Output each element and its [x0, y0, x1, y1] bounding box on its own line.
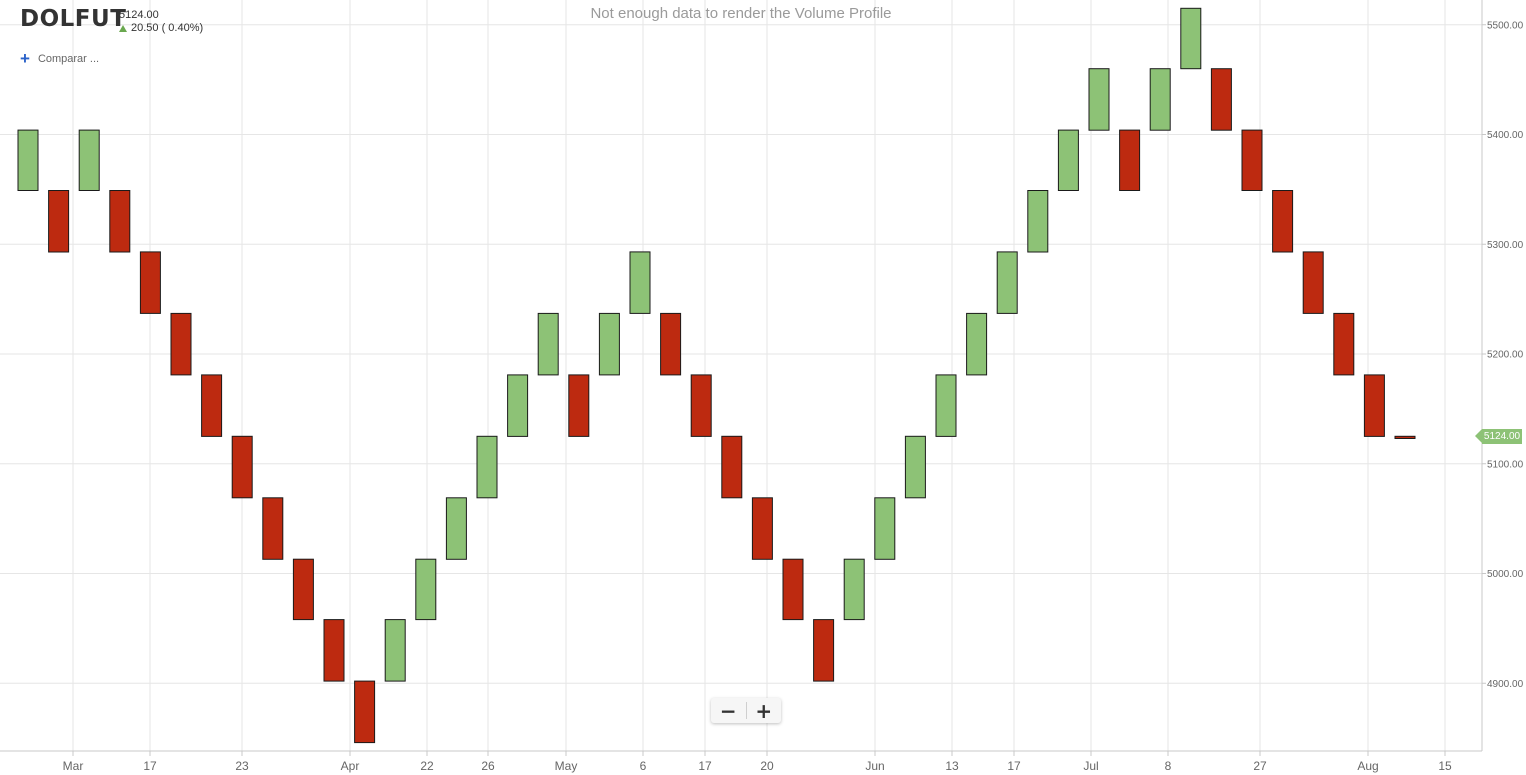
x-tick-label: Apr: [341, 759, 360, 773]
x-tick-label: 22: [420, 759, 434, 773]
last-price: 5124.00: [119, 9, 159, 21]
plus-icon: +: [20, 49, 30, 68]
x-tick-label: 15: [1438, 759, 1452, 773]
x-tick-label: Aug: [1357, 759, 1378, 773]
renko-brick-up: [935, 374, 957, 437]
x-tick-label: Jun: [865, 759, 884, 773]
x-tick-label: Jul: [1083, 759, 1098, 773]
x-tick-label: 8: [1165, 759, 1172, 773]
renko-brick-down: [1210, 68, 1232, 131]
last-price-tag: 5124.00: [1475, 429, 1522, 444]
renko-brick-down: [1363, 374, 1385, 437]
x-tick-label: 6: [640, 759, 647, 773]
renko-brick-up: [384, 619, 406, 682]
renko-brick-up: [476, 435, 498, 499]
renko-brick-down: [782, 558, 804, 621]
vertical-gridlines: [72, 0, 1446, 751]
renko-brick-down: [231, 435, 253, 499]
x-tick-label: 13: [945, 759, 959, 773]
renko-brick-up: [1057, 129, 1079, 192]
renko-brick-down: [813, 619, 835, 682]
renko-brick-up: [598, 312, 620, 376]
renko-brick-down: [1333, 312, 1355, 376]
renko-bricks: [17, 7, 1416, 744]
renko-brick-down: [323, 619, 345, 682]
renko-brick-down: [262, 497, 284, 560]
compare-button[interactable]: + Comparar ...: [20, 49, 100, 68]
renko-brick-up: [874, 497, 896, 560]
x-axis-labels: Mar 17 23 Apr 22 26 May 6 17 20 Jun 13 17 Jul 8 27 Aug 15: [63, 751, 1452, 773]
renko-brick-up: [445, 497, 467, 560]
price-change: 20.50 ( 0.40%): [119, 22, 203, 34]
y-tick-label: 5100.00: [1487, 459, 1524, 470]
renko-brick-down: [354, 680, 376, 744]
x-tick-label: 20: [760, 759, 774, 773]
volume-profile-message: Not enough data to render the Volume Pro…: [590, 5, 892, 22]
x-tick-label: Mar: [63, 759, 84, 773]
y-tick-label: 5300.00: [1487, 240, 1524, 251]
renko-brick-down: [1394, 435, 1416, 439]
renko-brick-down: [292, 558, 314, 621]
y-tick-label: 5400.00: [1487, 130, 1524, 141]
x-tick-label: May: [555, 759, 578, 773]
renko-brick-up: [1180, 7, 1202, 70]
renko-brick-down: [48, 190, 70, 253]
y-tick-label: 5500.00: [1487, 20, 1524, 31]
renko-brick-down: [690, 374, 712, 437]
zoom-divider: [745, 702, 747, 719]
renko-brick-down: [721, 435, 743, 499]
renko-brick-down: [1119, 129, 1141, 192]
y-tick-label: 4900.00: [1487, 679, 1524, 690]
x-tick-label: 17: [1007, 759, 1021, 773]
renko-brick-down: [201, 374, 223, 437]
renko-brick-down: [1272, 190, 1294, 253]
renko-brick-up: [537, 312, 559, 376]
y-axis-labels: 4900.00 5000.00 5100.00 5200.00 5300.00 5400.…: [1482, 20, 1524, 690]
renko-brick-up: [996, 251, 1018, 314]
zoom-in-button[interactable]: +: [755, 698, 773, 723]
x-tick-label: 17: [143, 759, 157, 773]
renko-brick-up: [1088, 68, 1110, 131]
renko-brick-up: [78, 129, 100, 192]
zoom-control: − +: [711, 698, 781, 723]
renko-brick-down: [1302, 251, 1324, 314]
x-tick-label: 17: [698, 759, 712, 773]
renko-brick-down: [660, 312, 682, 376]
renko-brick-down: [1241, 129, 1263, 192]
renko-brick-up: [415, 558, 437, 621]
renko-brick-up: [843, 558, 865, 621]
compare-label: Comparar ...: [37, 53, 100, 65]
renko-brick-up: [1027, 190, 1049, 253]
price-change-value: 20.50 ( 0.40%): [131, 22, 204, 34]
renko-brick-up: [17, 129, 39, 192]
renko-brick-up: [966, 312, 988, 376]
zoom-out-button[interactable]: −: [719, 698, 737, 723]
renko-brick-up: [904, 435, 926, 499]
y-tick-label: 5200.00: [1487, 350, 1524, 361]
renko-brick-up: [629, 251, 651, 314]
y-tick-label: 5000.00: [1487, 569, 1524, 580]
renko-brick-up: [507, 374, 529, 437]
renko-brick-down: [139, 251, 161, 314]
up-arrow-icon: [119, 24, 127, 32]
renko-brick-down: [751, 497, 773, 560]
renko-brick-down: [109, 190, 131, 253]
renko-brick-up: [1149, 68, 1171, 131]
x-tick-label: 23: [235, 759, 249, 773]
renko-brick-down: [568, 374, 590, 437]
renko-brick-down: [170, 312, 192, 376]
symbol-title: DOLFUT: [20, 6, 127, 32]
x-tick-label: 27: [1253, 759, 1267, 773]
x-tick-label: 26: [481, 759, 495, 773]
